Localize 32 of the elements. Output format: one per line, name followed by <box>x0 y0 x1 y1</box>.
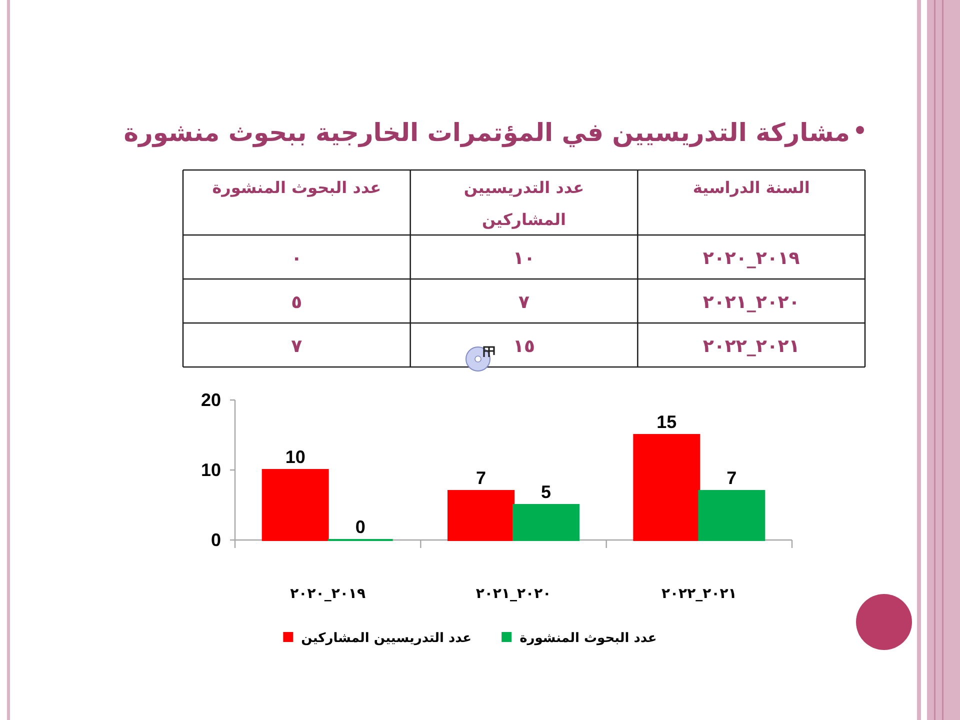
text: ١٥ <box>513 336 535 357</box>
data-label: 15 <box>656 412 677 432</box>
x-tick-label: ٢٠٢١_٢٠٢٢ <box>661 586 737 602</box>
y-tick-label: 10 <box>200 460 221 480</box>
text: ٢٠٢١_٢٠٢٢ <box>702 336 800 357</box>
bar <box>633 434 700 541</box>
data-label: 10 <box>285 447 306 467</box>
text: ٧ <box>291 336 302 357</box>
text: السنة الدراسية <box>692 178 810 197</box>
data-label: 7 <box>476 468 486 488</box>
data-label: 0 <box>355 517 366 537</box>
bar <box>262 469 329 541</box>
text: ٥ <box>291 292 302 313</box>
bar <box>512 504 580 541</box>
text: ١٠ <box>513 248 535 269</box>
legend-label: عدد التدريسيين المشاركين <box>301 631 472 646</box>
text: عدد التدريسيين المشاركين <box>464 178 584 229</box>
data-label: 7 <box>726 468 737 488</box>
bar <box>698 490 766 541</box>
text: ٢٠٢٠_٢٠٢١ <box>702 292 800 313</box>
x-tick-label: ٢٠١٩_٢٠٢٠ <box>290 586 366 602</box>
data-label: 5 <box>540 482 552 502</box>
text: مشاركة التدريسيين في المؤتمرات الخارجية ببحوث منشورة <box>124 118 850 148</box>
x-tick-label: ٢٠٢٠_٢٠٢١ <box>476 586 552 602</box>
text: عدد البحوث المنشورة <box>212 178 382 197</box>
text: ٧ <box>518 292 530 313</box>
y-tick-label: 20 <box>200 390 221 410</box>
text: ٢٠١٩_٢٠٢٠ <box>702 248 800 269</box>
bar <box>448 490 514 541</box>
y-tick-label: 0 <box>210 530 221 550</box>
text: ٠ <box>291 248 302 269</box>
legend-label: عدد البحوث المنشورة <box>520 631 657 646</box>
